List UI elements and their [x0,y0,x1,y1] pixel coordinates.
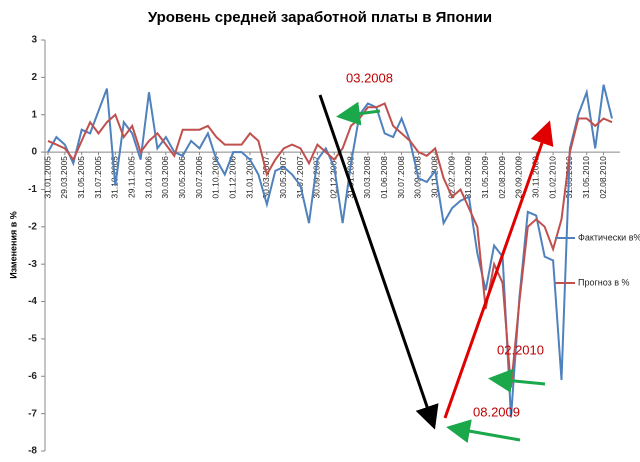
pointer-arrow [488,368,546,393]
trend-arrow [318,94,439,430]
x-tick-label: 30.05.2006 [177,156,187,199]
x-tick-label: 31.05.2010 [581,156,591,199]
legend-label: Фактически в% [578,232,640,242]
annotation: 03.2008 [346,70,393,85]
legend-label: Прогноз в % [578,277,630,287]
x-tick-label: 30.11.2008 [429,156,439,198]
y-tick-label: -2 [28,221,37,232]
x-tick-label: 30.03.2006 [160,156,170,199]
x-tick-label: 30.07.2006 [194,156,204,199]
data-line [47,84,613,418]
x-tick-label: 29.03.2005 [59,156,69,199]
x-tick-label: 29.11.2005 [126,156,136,198]
y-tick-label: -4 [28,296,37,307]
x-tick-label: 31.07.2007 [295,156,305,199]
x-tick-label: 31.05.2009 [480,156,490,199]
chart-title: Уровень средней заработной платы в Япони… [148,9,492,26]
y-tick-label: 1 [31,109,37,120]
x-tick-label: 30.03.2007 [261,156,271,199]
y-tick-label: 0 [31,147,37,158]
y-tick-label: -7 [28,408,37,419]
y-tick-label: -8 [28,446,37,457]
annotation: 08.2009 [473,404,520,419]
plot-area: -8 -7 -6 -5 -4 -3 -2 -1 0 1 2 3 31.01.2005 29.03.2005… [28,35,620,457]
x-tick-label: 31.01.2006 [143,156,153,199]
x-tick-label: 01.06.2008 [379,156,389,199]
annotation: 02.2010 [497,342,544,357]
y-tick-label: -3 [28,259,37,270]
x-tick-label: 01.02.2010 [547,156,557,199]
x-tick-label: 02.08.2010 [598,156,608,199]
x-tick-label: 01.10.2006 [211,156,221,199]
x-tick-label: 30.05.2007 [278,156,288,199]
x-tick-label: 29.09.2009 [514,156,524,199]
x-tick-label: 31.05.2005 [76,156,86,199]
trend-arrow [443,120,554,419]
x-tick-label: 02.12.2007 [328,156,338,199]
x-tick-label: 30.11.2009 [530,156,540,198]
y-axis-label: Изменения в % [8,211,18,279]
data-line [47,102,613,388]
y-tick-label: -5 [28,334,37,345]
x-tick-label: 31.03.2009 [463,156,473,199]
x-tick-label: 30.03.2008 [362,156,372,199]
x-tick-label: 31.07.2005 [93,156,103,199]
x-tick-label: 02.08.2009 [497,156,507,199]
y-tick-label: 3 [31,35,37,46]
x-tick-label: 01.12.2006 [227,156,237,199]
pointer-arrow [446,419,521,443]
arrows [318,94,554,443]
y-tick-label: 2 [31,72,37,83]
x-tick-label: 02.02.2009 [446,156,456,199]
y-tick-label: -6 [28,371,37,382]
x-tick-label: 31.01.2008 [345,156,355,199]
x-tick-label: 31.01.2007 [244,156,254,199]
y-tick-label: -1 [28,184,37,195]
pointer-arrow [336,101,381,126]
x-tick-label: 30.09.2007 [312,156,322,199]
x-tick-label: 31.01.2005 [42,156,52,199]
x-tick-label: 30.07.2008 [396,156,406,199]
